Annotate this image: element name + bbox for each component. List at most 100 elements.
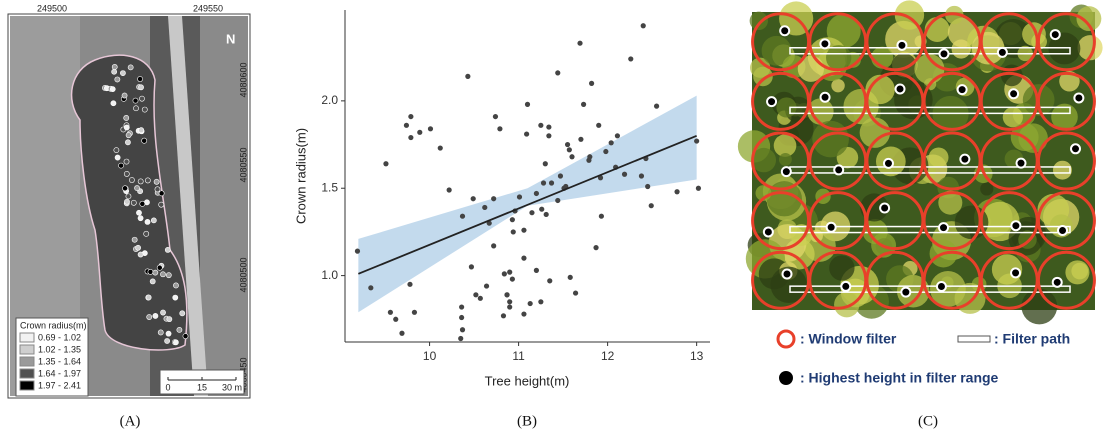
y-tick-label: 2.0 (321, 93, 338, 107)
tree-crown (980, 201, 1020, 242)
point (510, 229, 516, 235)
crown-point (144, 219, 151, 225)
caption: (C) (918, 413, 938, 429)
legend-label: 0.69 - 1.02 (38, 332, 81, 342)
crown-point (166, 316, 173, 323)
highest-point (894, 83, 906, 95)
crown-point (129, 177, 135, 183)
point (564, 141, 571, 148)
point (477, 295, 483, 301)
point (407, 281, 413, 287)
point (538, 299, 544, 305)
crown-point (114, 154, 121, 161)
tree-crown (1077, 35, 1103, 61)
north-arrow: N (226, 31, 235, 46)
point (587, 154, 593, 160)
point (491, 196, 497, 202)
filter-path (789, 285, 1071, 293)
point (504, 292, 510, 298)
window-filter (1036, 12, 1096, 72)
point (437, 145, 443, 151)
crown-point (125, 139, 131, 146)
point (543, 211, 549, 218)
point (408, 113, 414, 120)
highest-point (956, 84, 968, 96)
crown-point (124, 198, 130, 205)
regression-line (358, 134, 697, 275)
point (608, 140, 614, 146)
highest-point (1049, 29, 1061, 41)
crown-point (111, 68, 118, 75)
tree-crown (753, 66, 773, 87)
legend-dot (779, 371, 793, 385)
tree-crown (1021, 288, 1058, 325)
crown-point (153, 178, 160, 185)
point (695, 185, 702, 191)
point (470, 196, 476, 202)
point (465, 73, 471, 79)
scale-bar-box (159, 369, 245, 395)
highest-point (896, 39, 908, 51)
filter-path (789, 225, 1071, 234)
point (427, 126, 434, 132)
point (459, 314, 465, 321)
highest-point (1010, 267, 1022, 279)
crown-point (172, 294, 179, 301)
highest-point (935, 281, 947, 293)
highest-point (819, 38, 831, 50)
crown-point (138, 84, 144, 91)
map-panel: 249500 249550 4080600 4080550 4080500 40… (7, 3, 251, 429)
crown-point (133, 105, 139, 112)
point (521, 311, 527, 317)
tree-crown (885, 20, 923, 58)
point (387, 309, 394, 315)
scale-label: 15 (197, 382, 207, 392)
tree-crown (930, 271, 966, 307)
point (638, 173, 645, 179)
tree-crown (938, 190, 963, 215)
highest-point (819, 91, 831, 103)
tree-crown (751, 147, 777, 173)
crown-point (120, 70, 126, 77)
tree-crown (1051, 103, 1078, 131)
legend-label: 1.02 - 1.35 (38, 344, 81, 354)
point (383, 161, 389, 167)
highest-point (900, 286, 912, 298)
x-tick-label: 13 (690, 349, 704, 363)
point (399, 330, 405, 336)
tree-crown (761, 35, 792, 66)
crown-point (152, 269, 159, 276)
window-filter (1036, 191, 1096, 251)
point (403, 122, 410, 128)
window-filter (1036, 131, 1096, 191)
point (446, 187, 452, 193)
point (653, 103, 660, 109)
highest-point (879, 202, 891, 214)
legend-swatch (19, 356, 35, 367)
coord-label: 249550 (193, 3, 223, 13)
legend-label: 1.35 - 1.64 (38, 356, 81, 366)
point (524, 101, 531, 107)
highest-point (996, 46, 1008, 58)
point (500, 313, 507, 319)
x-tick-label: 11 (512, 349, 525, 363)
crown-point (160, 271, 166, 278)
point (354, 248, 361, 254)
tree-crown (773, 134, 797, 157)
point (408, 134, 414, 141)
crown-point (176, 326, 183, 333)
crown-point (118, 162, 124, 169)
crown-point (165, 272, 172, 279)
filter-diagram: : Window filter : Filter path : Highest … (737, 0, 1103, 429)
legend-label: : Highest height in filter range (800, 370, 999, 386)
crown-point (136, 209, 142, 216)
point (694, 138, 700, 144)
crown-point (137, 76, 143, 82)
point (497, 126, 503, 132)
crown-point (172, 339, 179, 346)
coord-label: 4080550 (238, 147, 248, 182)
crown-point (146, 314, 153, 320)
point (572, 290, 579, 296)
point (521, 227, 527, 233)
crown-point (125, 132, 132, 139)
